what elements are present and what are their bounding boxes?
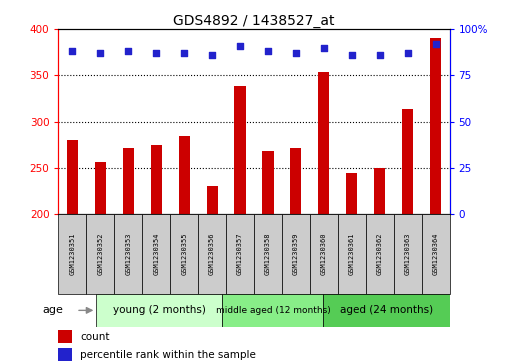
- Text: young (2 months): young (2 months): [113, 305, 206, 315]
- Point: [264, 48, 272, 54]
- Point: [403, 50, 411, 56]
- Point: [347, 52, 356, 58]
- Text: GSM1230363: GSM1230363: [405, 233, 410, 276]
- Title: GDS4892 / 1438527_at: GDS4892 / 1438527_at: [173, 14, 335, 28]
- Text: middle aged (12 months): middle aged (12 months): [215, 306, 330, 315]
- Bar: [122, 147, 134, 214]
- Bar: [310, 214, 338, 294]
- Text: GSM1230357: GSM1230357: [237, 233, 243, 276]
- Text: GSM1230360: GSM1230360: [321, 233, 327, 276]
- Text: GSM1230359: GSM1230359: [293, 233, 299, 276]
- Text: GSM1230353: GSM1230353: [125, 233, 131, 276]
- Bar: [394, 214, 422, 294]
- Bar: [282, 214, 310, 294]
- Bar: [318, 72, 329, 214]
- Bar: [94, 162, 106, 214]
- Text: GSM1230355: GSM1230355: [181, 233, 187, 276]
- Bar: [58, 330, 72, 343]
- Bar: [67, 140, 78, 214]
- Bar: [170, 214, 198, 294]
- Text: GSM1230362: GSM1230362: [377, 233, 383, 276]
- Bar: [114, 214, 142, 294]
- Point: [431, 41, 439, 47]
- Bar: [366, 214, 394, 294]
- Text: GSM1230356: GSM1230356: [209, 233, 215, 276]
- Point: [68, 48, 76, 54]
- Bar: [86, 214, 114, 294]
- Point: [320, 45, 328, 50]
- Point: [375, 52, 384, 58]
- Point: [124, 48, 132, 54]
- Bar: [58, 348, 72, 361]
- Point: [292, 50, 300, 56]
- Bar: [223, 294, 324, 327]
- Bar: [226, 214, 254, 294]
- Text: GSM1230354: GSM1230354: [153, 233, 159, 276]
- Point: [96, 50, 104, 56]
- Bar: [402, 109, 413, 214]
- Bar: [234, 86, 245, 214]
- Bar: [206, 187, 217, 214]
- Point: [180, 50, 188, 56]
- Bar: [422, 214, 450, 294]
- Text: aged (24 months): aged (24 months): [340, 305, 433, 315]
- Bar: [430, 38, 441, 214]
- Bar: [324, 294, 450, 327]
- Bar: [198, 214, 226, 294]
- Text: GSM1230361: GSM1230361: [349, 233, 355, 276]
- Bar: [58, 214, 86, 294]
- Bar: [254, 214, 282, 294]
- Point: [208, 52, 216, 58]
- Bar: [346, 174, 357, 214]
- Text: percentile rank within the sample: percentile rank within the sample: [80, 350, 256, 360]
- Bar: [97, 294, 223, 327]
- Point: [152, 50, 160, 56]
- Text: GSM1230351: GSM1230351: [70, 233, 75, 276]
- Bar: [178, 136, 189, 214]
- Text: GSM1230364: GSM1230364: [433, 233, 438, 276]
- Text: count: count: [80, 332, 109, 342]
- Bar: [142, 214, 170, 294]
- Bar: [150, 145, 162, 214]
- Text: age: age: [43, 305, 64, 315]
- Text: GSM1230352: GSM1230352: [98, 233, 103, 276]
- Point: [236, 43, 244, 49]
- Bar: [374, 168, 385, 214]
- Text: GSM1230358: GSM1230358: [265, 233, 271, 276]
- Bar: [290, 147, 301, 214]
- Bar: [338, 214, 366, 294]
- Bar: [262, 151, 273, 214]
